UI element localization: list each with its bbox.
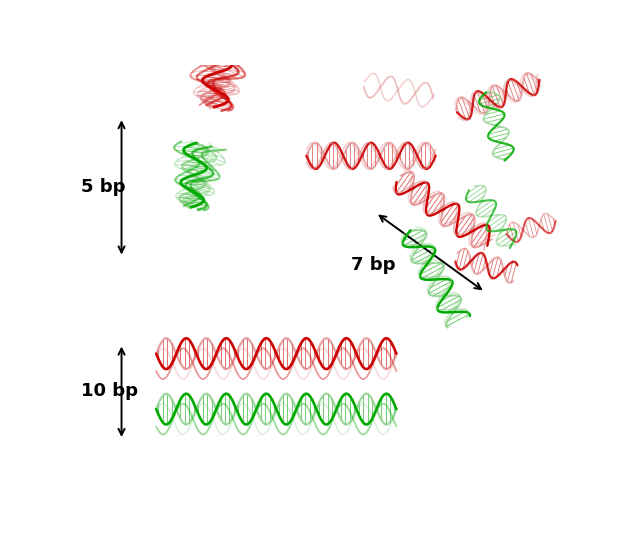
Text: 7 bp: 7 bp [351, 256, 396, 274]
Text: 10 bp: 10 bp [81, 382, 138, 400]
Text: 5 bp: 5 bp [81, 177, 126, 196]
